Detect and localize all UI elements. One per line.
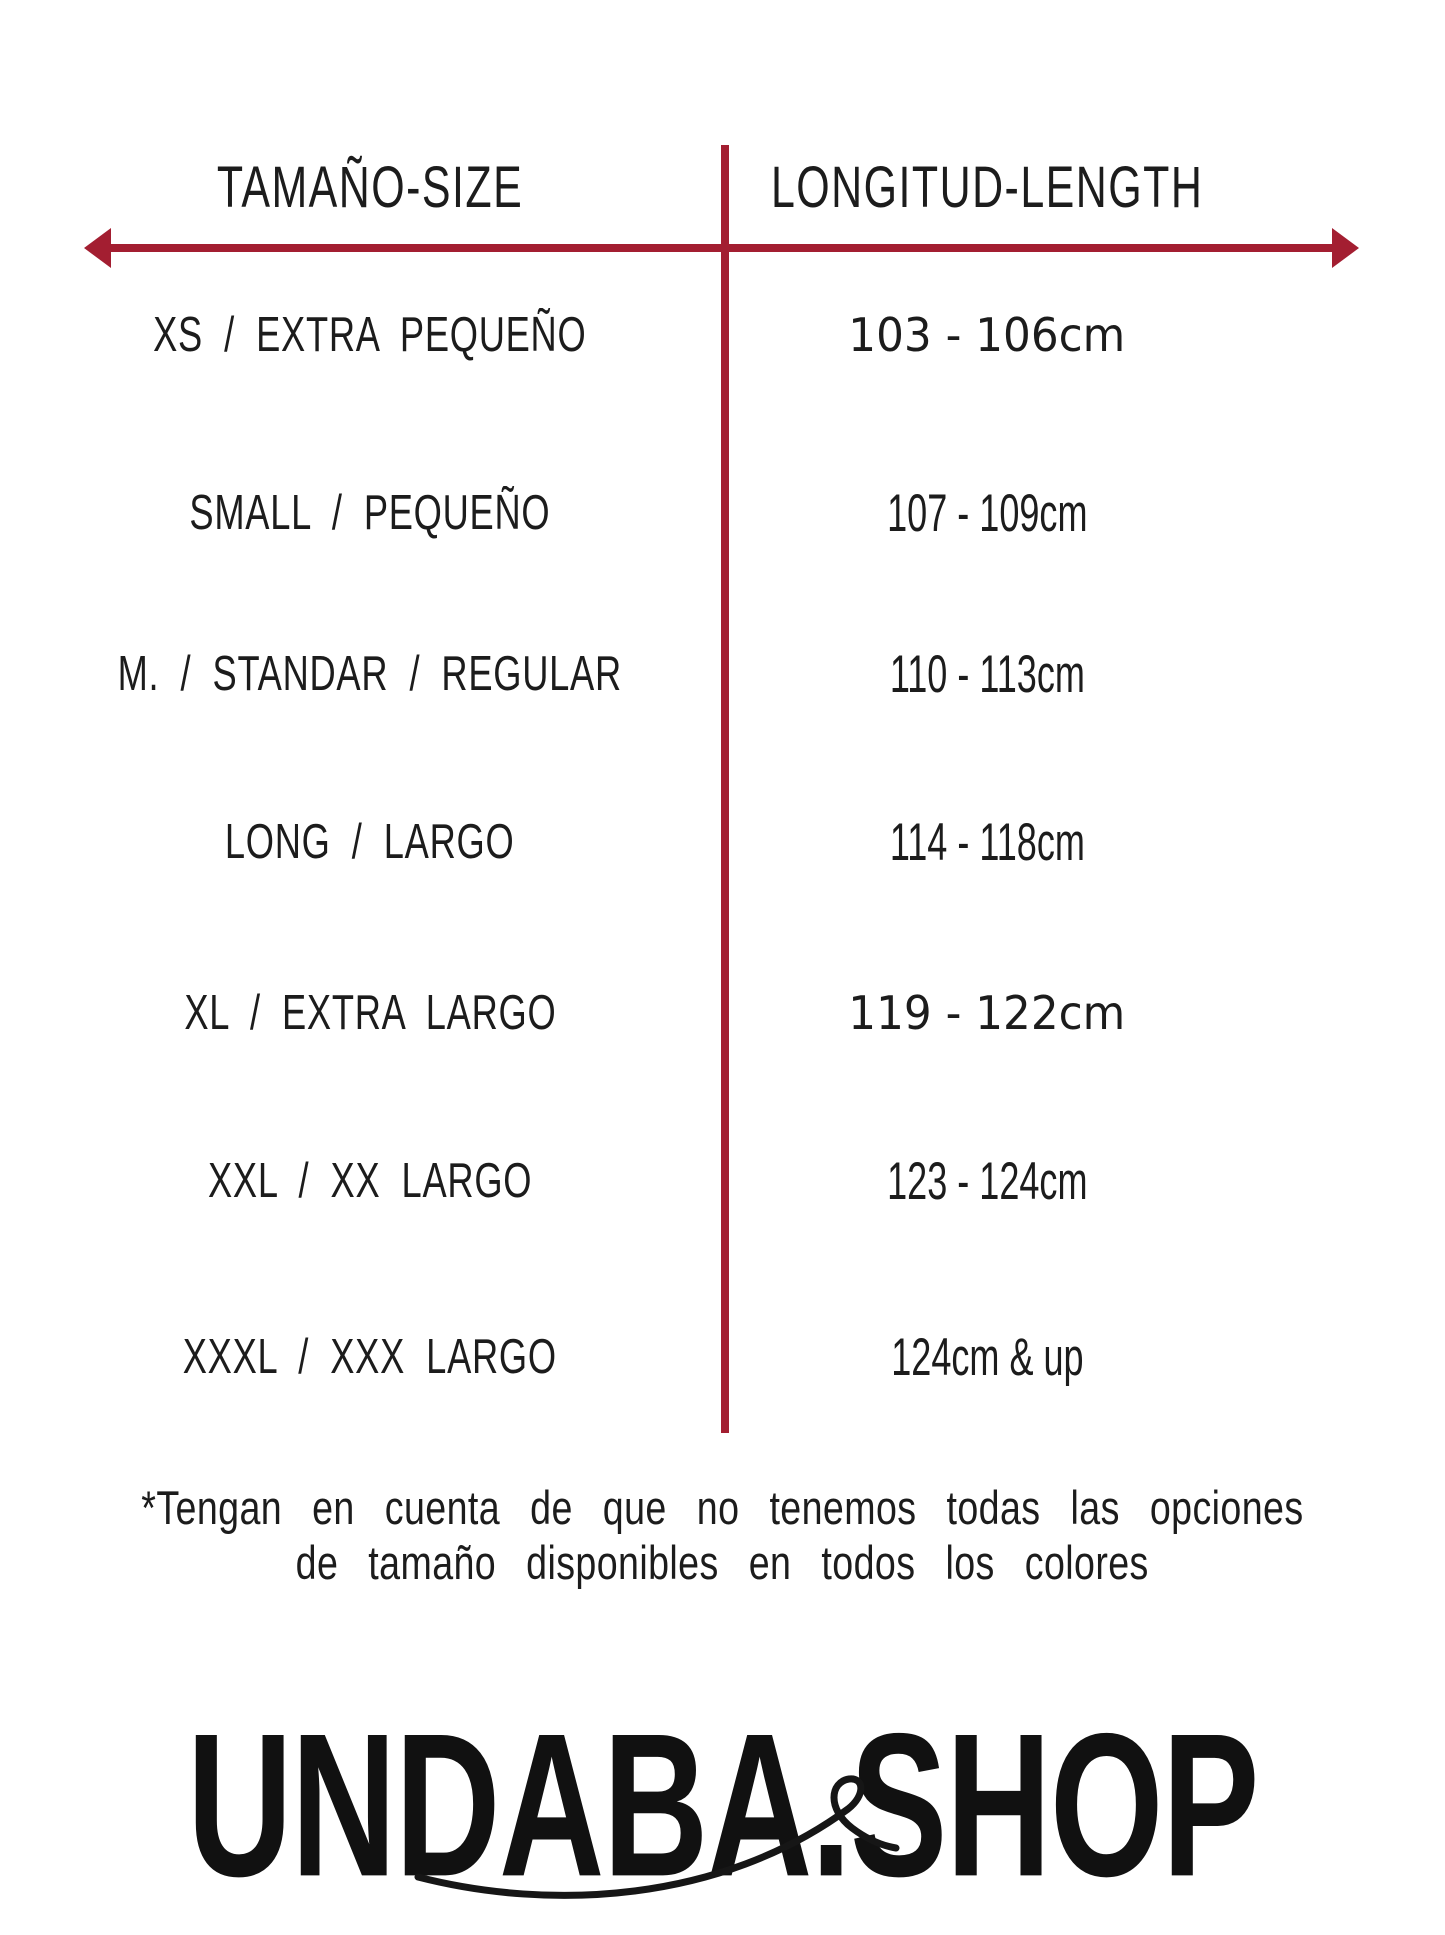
table-row: XS / EXTRA PEQUEÑO 103 - 106cm: [0, 305, 1445, 365]
size-label-text: XS / EXTRA PEQUEÑO: [153, 308, 587, 362]
length-value-text: 124cm & up: [890, 1327, 1084, 1387]
arrow-right-icon: [1332, 228, 1359, 268]
size-label-text: LONG / LARGO: [225, 815, 515, 869]
length-value-text: 119 - 122cm: [848, 986, 1126, 1040]
length-value: 124cm & up: [727, 1327, 1247, 1387]
table-header-size: TAMAÑO-SIZE: [40, 142, 700, 232]
table-row: M. / STANDAR / REGULAR 110 - 113cm: [0, 644, 1445, 704]
size-label-text: XL / EXTRA LARGO: [183, 986, 557, 1040]
length-value-text: 123 - 124cm: [886, 1151, 1088, 1211]
footnote-line-2: de tamaño disponibles en todos los color…: [0, 1533, 1445, 1591]
length-value: 103 - 106cm: [727, 305, 1247, 365]
size-label: XXXL / XXX LARGO: [40, 1327, 700, 1387]
length-value: 123 - 124cm: [727, 1151, 1247, 1211]
size-label: XXL / XX LARGO: [40, 1151, 700, 1211]
table-header-length: LONGITUD-LENGTH: [727, 142, 1247, 232]
table-row: XXL / XX LARGO 123 - 124cm: [0, 1151, 1445, 1211]
length-value-text: 107 - 109cm: [886, 483, 1088, 543]
size-label-text: M. / STANDAR / REGULAR: [117, 647, 623, 701]
arrow-left-icon: [84, 228, 111, 268]
length-value: 107 - 109cm: [727, 483, 1247, 543]
size-label: LONG / LARGO: [40, 812, 700, 872]
table-row: LONG / LARGO 114 - 118cm: [0, 812, 1445, 872]
length-value-text: 110 - 113cm: [889, 644, 1085, 704]
size-label-text: XXL / XX LARGO: [207, 1154, 533, 1208]
table-row: XXXL / XXX LARGO 124cm & up: [0, 1327, 1445, 1387]
size-label: XL / EXTRA LARGO: [40, 983, 700, 1043]
table-header-size-label: TAMAÑO-SIZE: [216, 154, 524, 220]
logo-text: UNDABA.SHOP: [187, 1691, 1259, 1919]
length-value: 119 - 122cm: [727, 983, 1247, 1043]
length-value-text: 114 - 118cm: [889, 812, 1085, 872]
length-value-text: 103 - 106cm: [848, 308, 1126, 362]
footnote-line-1: *Tengan en cuenta de que no tenemos toda…: [0, 1478, 1445, 1536]
size-label-text: SMALL / PEQUEÑO: [189, 486, 551, 540]
brand-logo: UNDABA.SHOP: [0, 1691, 1445, 1918]
table-row: SMALL / PEQUEÑO 107 - 109cm: [0, 483, 1445, 543]
length-value: 114 - 118cm: [727, 812, 1247, 872]
length-value: 110 - 113cm: [727, 644, 1247, 704]
table-header-length-label: LONGITUD-LENGTH: [770, 154, 1204, 220]
size-label-text: XXXL / XXX LARGO: [182, 1330, 558, 1384]
table-row: XL / EXTRA LARGO 119 - 122cm: [0, 983, 1445, 1043]
size-label: M. / STANDAR / REGULAR: [40, 644, 700, 704]
size-label: XS / EXTRA PEQUEÑO: [40, 305, 700, 365]
footnote-line-1-text: *Tengan en cuenta de que no tenemos toda…: [141, 1480, 1304, 1534]
size-label: SMALL / PEQUEÑO: [40, 483, 700, 543]
footnote-line-2-text: de tamaño disponibles en todos los color…: [295, 1535, 1150, 1589]
column-divider-line: [721, 145, 729, 1433]
